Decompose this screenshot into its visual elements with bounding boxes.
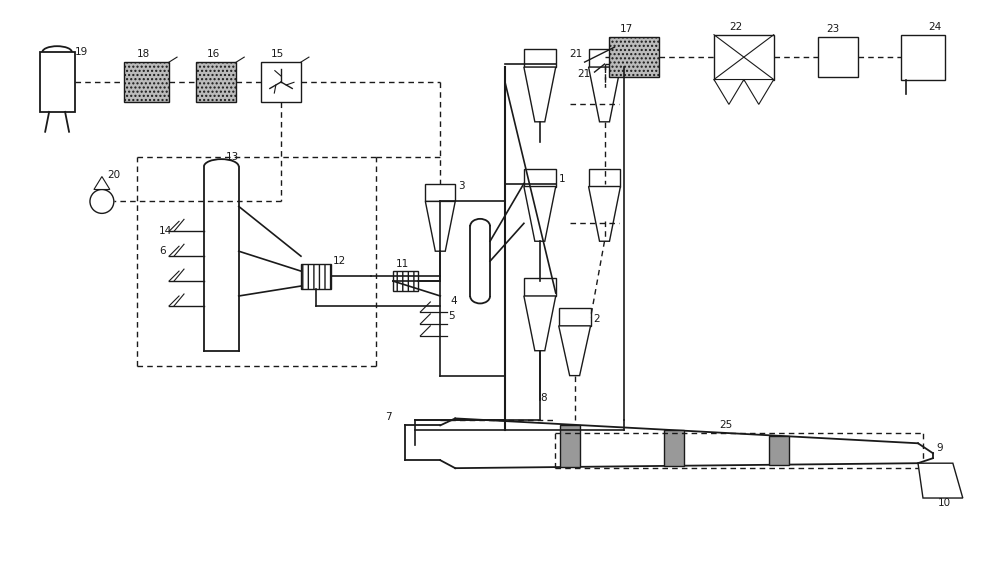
Bar [769,436,789,465]
Text: 3: 3 [458,182,465,192]
Polygon shape [94,176,110,189]
Polygon shape [524,186,556,241]
Bar [609,38,659,77]
Text: 25: 25 [719,420,732,430]
Text: 4: 4 [450,296,457,306]
Text: 9: 9 [936,443,943,453]
Text: 23: 23 [826,24,840,34]
Bar [560,424,580,467]
Text: 15: 15 [271,49,284,59]
Polygon shape [589,67,620,122]
Bar [196,62,236,102]
Bar [559,308,591,326]
Polygon shape [918,463,963,498]
Text: 19: 19 [75,47,88,57]
Text: 21: 21 [570,49,583,59]
Bar [818,38,858,77]
Polygon shape [425,202,455,251]
Bar [714,35,774,80]
Bar [124,62,169,102]
Text: 8: 8 [540,393,546,404]
Bar [261,62,301,102]
Text: 22: 22 [729,22,742,32]
Polygon shape [714,80,744,104]
Text: 12: 12 [333,256,346,266]
Polygon shape [524,296,556,351]
Bar [425,183,455,202]
Bar [524,169,556,186]
Bar [524,278,556,296]
Polygon shape [524,67,556,122]
Bar [589,169,620,186]
Bar [393,271,418,291]
Bar [40,52,75,112]
Bar [901,35,945,80]
Text: 17: 17 [619,24,633,34]
Text: 13: 13 [226,152,240,162]
Polygon shape [744,80,774,104]
Text: 16: 16 [206,49,220,59]
Text: 2: 2 [594,314,600,324]
Text: 21: 21 [578,69,591,79]
Text: 18: 18 [137,49,150,59]
Text: 24: 24 [928,22,941,32]
Text: 1: 1 [559,173,565,183]
Bar [664,430,684,466]
Text: 14: 14 [159,226,172,236]
Bar [301,264,331,288]
Text: 11: 11 [395,259,409,269]
Bar [589,49,620,67]
Text: 5: 5 [448,311,455,321]
Text: 6: 6 [159,246,166,256]
Polygon shape [559,326,591,376]
Text: 7: 7 [386,413,392,423]
Text: 20: 20 [107,169,120,179]
Bar [524,49,556,67]
Text: 10: 10 [938,498,951,508]
Polygon shape [589,186,620,241]
